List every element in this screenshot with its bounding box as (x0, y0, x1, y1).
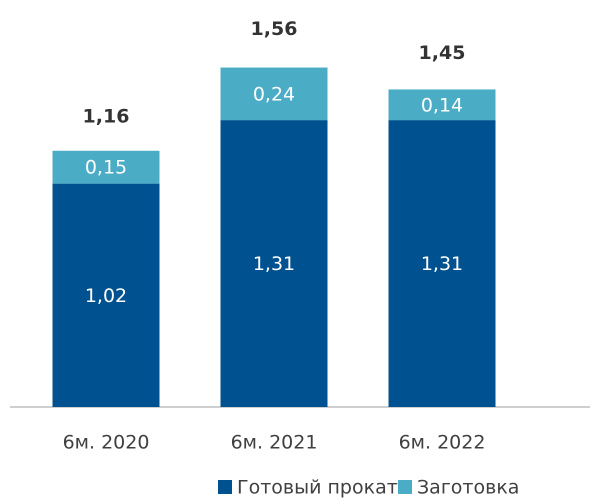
total-label: 1,45 (419, 42, 466, 64)
legend-label: Готовый прокат (237, 477, 398, 499)
segment-label: 1,31 (253, 253, 295, 275)
bar-segment (220, 67, 328, 121)
legend-label: Заготовка (417, 477, 519, 499)
legend-swatch (218, 480, 232, 494)
segment-label: 0,24 (253, 83, 295, 105)
segment-label: 1,02 (85, 285, 127, 307)
x-tick-label: 6м. 2021 (231, 432, 318, 454)
bar-segment (388, 89, 496, 121)
legend-swatch (398, 480, 412, 494)
segment-label: 0,15 (85, 157, 127, 179)
bar-segment (52, 150, 160, 184)
bar-segment (388, 120, 496, 408)
segment-label: 1,31 (421, 253, 463, 275)
bar-segment (220, 120, 328, 408)
x-tick-label: 6м. 2020 (63, 432, 150, 454)
segment-label: 0,14 (421, 94, 463, 116)
total-label: 1,16 (83, 105, 130, 127)
bar-segment (52, 183, 160, 407)
x-tick-label: 6м. 2022 (399, 432, 486, 454)
total-label: 1,56 (251, 18, 298, 40)
